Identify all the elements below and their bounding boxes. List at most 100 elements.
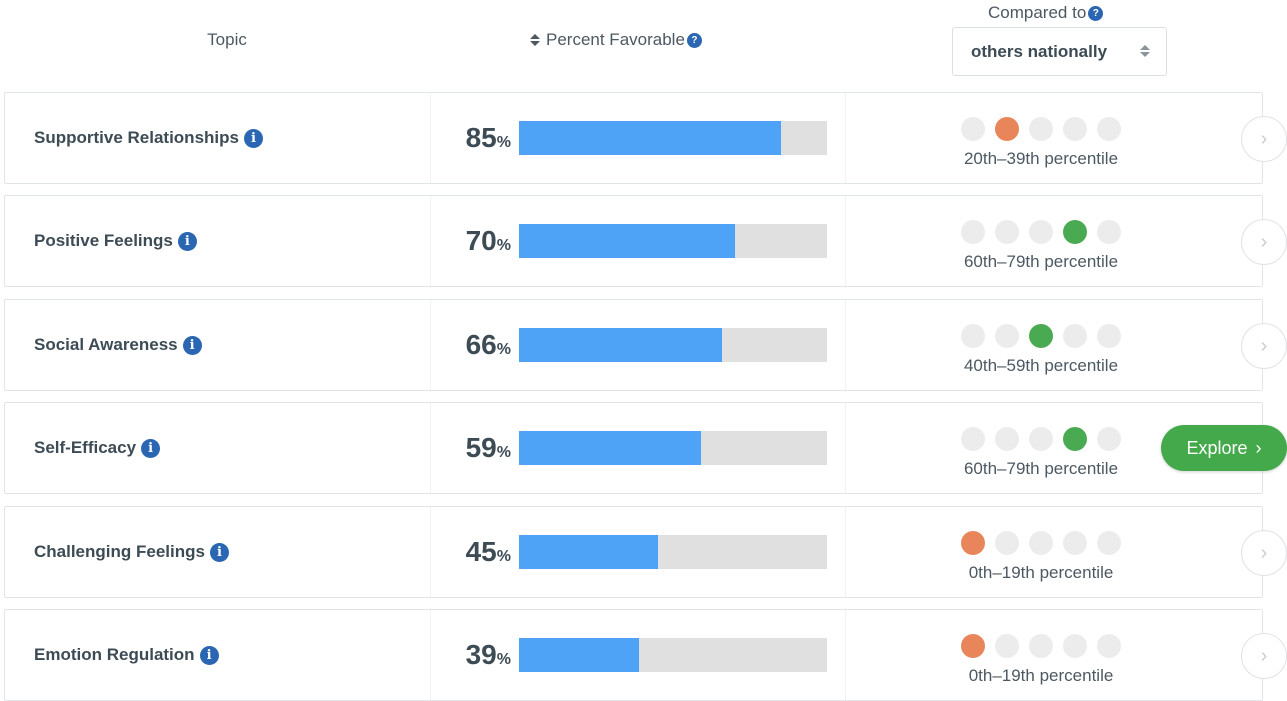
explore-button[interactable]: Explore › bbox=[1161, 425, 1287, 471]
percentile-dot-active bbox=[995, 117, 1019, 141]
percentile-dot bbox=[1097, 531, 1121, 555]
column-divider bbox=[845, 196, 846, 286]
percent-favorable-header[interactable]: Percent Favorable ? bbox=[530, 30, 702, 50]
topic-label: Positive Feelings bbox=[34, 231, 173, 250]
column-divider bbox=[845, 403, 846, 493]
percent-favorable-value: 59% bbox=[385, 432, 511, 464]
percentile-dot bbox=[961, 220, 985, 244]
percent-sign: % bbox=[496, 341, 511, 358]
favorable-bar bbox=[519, 224, 827, 258]
percent-favorable-value: 70% bbox=[385, 225, 511, 257]
column-divider bbox=[845, 610, 846, 700]
percent-number: 45 bbox=[465, 536, 497, 567]
percentile-dot bbox=[995, 531, 1019, 555]
percentile-label: 0th–19th percentile bbox=[968, 666, 1114, 685]
percentile-dot bbox=[1063, 117, 1087, 141]
percent-number: 39 bbox=[465, 639, 497, 670]
percent-number: 66 bbox=[465, 329, 497, 360]
column-divider bbox=[430, 300, 431, 390]
percent-favorable-value: 45% bbox=[385, 536, 511, 568]
next-button[interactable]: › bbox=[1241, 116, 1287, 162]
percentile-dot-active bbox=[1063, 427, 1087, 451]
percentile-dot bbox=[995, 427, 1019, 451]
percentile-label: 0th–19th percentile bbox=[968, 563, 1114, 582]
topic-row[interactable]: Social Awareness i 66% 40th–59th percent… bbox=[4, 299, 1287, 391]
percentile-dots bbox=[961, 117, 1121, 141]
percentile-dots bbox=[961, 634, 1121, 658]
next-button[interactable]: › bbox=[1241, 323, 1287, 369]
topic-row[interactable]: Positive Feelings i 70% 60th–79th percen… bbox=[4, 195, 1287, 287]
topic-row[interactable]: Challenging Feelings i 45% 0th–19th perc… bbox=[4, 506, 1287, 598]
percentile-dot-active bbox=[961, 531, 985, 555]
column-divider bbox=[845, 507, 846, 597]
topic-row[interactable]: Self-Efficacy i 59% 60th–79th percentile… bbox=[4, 402, 1287, 494]
comparison-select-value: others nationally bbox=[971, 41, 1108, 61]
percentile-dot bbox=[1097, 117, 1121, 141]
percentile-dot-active bbox=[961, 634, 985, 658]
chevron-right-icon: › bbox=[1260, 644, 1268, 667]
question-icon[interactable]: ? bbox=[686, 32, 702, 48]
percentile-dot bbox=[1097, 427, 1121, 451]
info-icon[interactable]: i bbox=[199, 645, 219, 665]
comparison-select[interactable]: others nationally bbox=[952, 27, 1167, 76]
chevron-right-icon: › bbox=[1260, 334, 1268, 357]
question-icon[interactable]: ? bbox=[1088, 5, 1104, 21]
percentile-label: 60th–79th percentile bbox=[963, 252, 1119, 271]
percentile-dots bbox=[961, 427, 1121, 451]
favorable-bar bbox=[519, 431, 827, 465]
topic-name: Supportive Relationships i bbox=[34, 128, 263, 148]
percentile-dot bbox=[1029, 427, 1053, 451]
topic-name: Positive Feelings i bbox=[34, 231, 197, 251]
favorable-bar-fill bbox=[519, 328, 722, 362]
percentile-dots bbox=[961, 531, 1121, 555]
chevron-right-icon: › bbox=[1260, 541, 1268, 564]
percentile-dot bbox=[1063, 324, 1087, 348]
topic-name: Social Awareness i bbox=[34, 335, 202, 355]
info-icon[interactable]: i bbox=[141, 438, 161, 458]
percentile-dot-active bbox=[1029, 324, 1053, 348]
favorable-bar bbox=[519, 638, 827, 672]
info-icon[interactable]: i bbox=[177, 231, 197, 251]
info-icon[interactable]: i bbox=[209, 542, 229, 562]
favorable-bar bbox=[519, 328, 827, 362]
percent-sign: % bbox=[496, 134, 511, 151]
topic-label: Emotion Regulation bbox=[34, 645, 195, 664]
favorable-bar-fill bbox=[519, 535, 658, 569]
next-button[interactable]: › bbox=[1241, 633, 1287, 679]
percent-favorable-value: 66% bbox=[385, 329, 511, 361]
topic-label: Challenging Feelings bbox=[34, 542, 205, 561]
percentile-dot bbox=[1029, 531, 1053, 555]
info-icon[interactable]: i bbox=[182, 335, 202, 355]
percentile-dot bbox=[995, 324, 1019, 348]
column-divider bbox=[430, 93, 431, 183]
favorable-bar bbox=[519, 121, 827, 155]
chevron-right-icon: › bbox=[1260, 127, 1268, 150]
topic-row[interactable]: Emotion Regulation i 39% 0th–19th percen… bbox=[4, 609, 1287, 701]
favorable-bar-fill bbox=[519, 638, 639, 672]
percent-sign: % bbox=[496, 548, 511, 565]
percentile-dots bbox=[961, 220, 1121, 244]
next-button[interactable]: › bbox=[1241, 219, 1287, 265]
topic-column-header: Topic bbox=[207, 30, 247, 49]
percentile-dot bbox=[995, 634, 1019, 658]
column-divider bbox=[430, 403, 431, 493]
table-header: Topic Percent Favorable ? Compared to ? … bbox=[0, 0, 1287, 92]
percentile-label: 60th–79th percentile bbox=[963, 459, 1119, 478]
percentile-label: 40th–59th percentile bbox=[963, 356, 1119, 375]
percentile-dot bbox=[1063, 531, 1087, 555]
info-icon[interactable]: i bbox=[243, 128, 263, 148]
chevron-right-icon: › bbox=[1255, 437, 1262, 458]
topic-row[interactable]: Supportive Relationships i 85% 20th–39th… bbox=[4, 92, 1287, 184]
explore-label: Explore bbox=[1186, 437, 1248, 458]
percentile-dot bbox=[1029, 220, 1053, 244]
column-divider bbox=[845, 300, 846, 390]
topic-name: Emotion Regulation i bbox=[34, 645, 219, 665]
next-button[interactable]: › bbox=[1241, 530, 1287, 576]
sort-icon[interactable] bbox=[530, 34, 540, 46]
favorable-bar-fill bbox=[519, 224, 735, 258]
topic-name: Self-Efficacy i bbox=[34, 438, 161, 458]
select-arrows-icon bbox=[1140, 45, 1150, 57]
compared-to-header: Compared to ? bbox=[988, 3, 1104, 23]
percentile-dot bbox=[1097, 220, 1121, 244]
percentile-dot bbox=[1063, 634, 1087, 658]
